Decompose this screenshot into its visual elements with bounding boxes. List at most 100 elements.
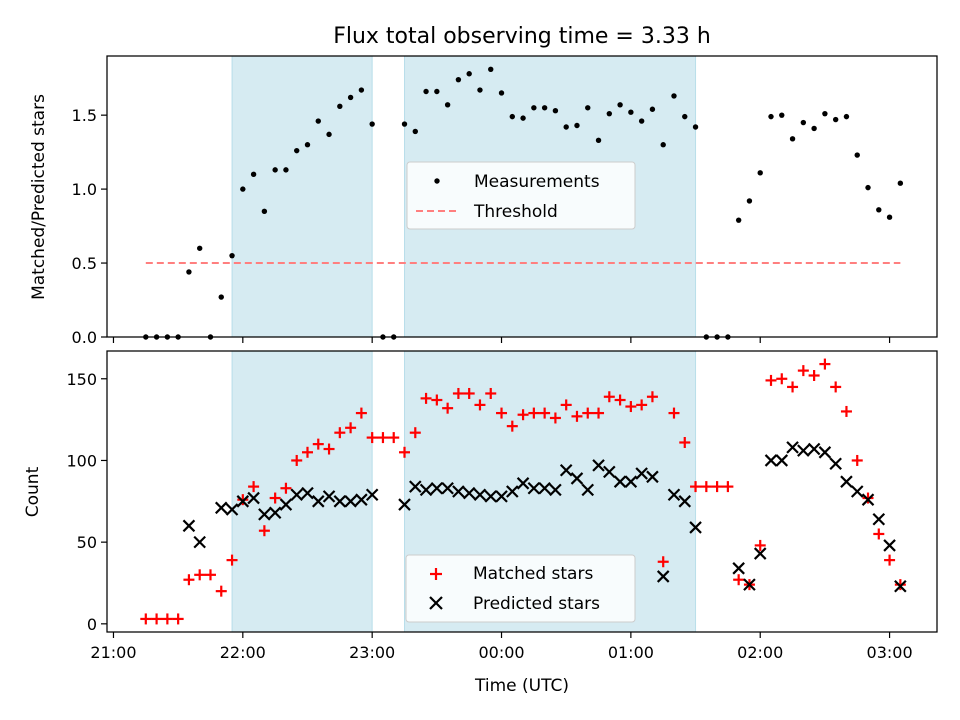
data-point: [563, 124, 569, 130]
data-point: [268, 506, 282, 520]
data-point: [337, 103, 343, 109]
data-point: [624, 475, 638, 488]
data-point: [431, 394, 443, 406]
data-point: [452, 485, 465, 498]
data-point: [279, 498, 293, 511]
data-point: [757, 170, 763, 176]
data-point: [786, 441, 799, 454]
data-point: [613, 475, 627, 488]
data-point: [237, 494, 249, 506]
data-point: [434, 88, 440, 95]
data-point: [194, 569, 206, 581]
shaded-interval-1: [231, 350, 373, 633]
y-tick-label: 150: [66, 370, 97, 389]
data-point: [226, 554, 238, 566]
y-tick-label: 100: [66, 451, 97, 470]
data-point: [326, 131, 332, 138]
legend-measurements-marker: [434, 178, 440, 184]
data-point: [250, 171, 257, 178]
data-point: [743, 578, 756, 591]
data-point: [689, 521, 702, 534]
data-point: [290, 488, 303, 502]
bottom-panel-data-points: [140, 358, 907, 625]
data-point: [667, 488, 681, 502]
data-point: [419, 483, 433, 497]
data-point: [538, 481, 551, 495]
data-point: [722, 481, 734, 493]
data-point: [355, 407, 367, 419]
data-point: [595, 137, 602, 143]
data-point: [862, 492, 874, 504]
data-point: [894, 579, 907, 593]
data-point: [304, 142, 311, 148]
data-point: [412, 128, 418, 135]
data-point: [516, 477, 530, 490]
data-point: [872, 512, 886, 526]
data-point: [861, 493, 875, 506]
data-point: [466, 71, 472, 77]
bottom-panel-ylabel: Count: [23, 466, 43, 517]
data-point: [628, 109, 634, 115]
data-point: [334, 427, 346, 439]
y-tick-label: 0: [87, 615, 97, 634]
data-point: [897, 180, 904, 186]
data-point: [570, 472, 584, 485]
bottom-panel-x-axis: 21:00 22:00 23:00 00:00 01:00 02:00 03:00: [90, 632, 913, 662]
data-point: [776, 373, 788, 385]
chart-title: Flux total observing time = 3.33 h: [333, 24, 711, 49]
data-point: [315, 118, 321, 124]
data-point: [474, 399, 486, 411]
data-point: [850, 485, 864, 498]
data-point: [865, 184, 871, 191]
data-point: [635, 467, 648, 480]
data-point: [347, 94, 354, 101]
data-point: [344, 495, 357, 508]
x-tick-label: 02:00: [737, 643, 783, 662]
data-point: [531, 105, 537, 111]
data-point: [678, 495, 692, 508]
data-point: [692, 124, 699, 130]
data-point: [495, 490, 508, 503]
data-point: [789, 136, 796, 142]
data-point: [409, 480, 422, 493]
data-point: [197, 245, 203, 251]
data-point: [807, 442, 821, 456]
data-point: [854, 152, 860, 158]
data-point: [528, 407, 540, 419]
data-point: [886, 214, 893, 220]
data-point: [409, 427, 421, 439]
data-point: [172, 613, 184, 625]
data-point: [549, 412, 561, 424]
data-point: [581, 483, 595, 497]
shaded-interval-1: [231, 55, 373, 338]
top-legend-box: [406, 161, 636, 230]
data-point: [399, 446, 411, 458]
data-point: [369, 121, 375, 127]
data-point: [851, 454, 863, 466]
data-point: [711, 481, 723, 493]
data-point: [236, 495, 250, 508]
data-point: [477, 87, 483, 93]
data-point: [690, 481, 702, 493]
data-point: [625, 401, 637, 413]
data-point: [520, 115, 526, 121]
bottom-legend: Matched stars Predicted stars: [405, 554, 636, 623]
x-tick-label: 01:00: [608, 643, 654, 662]
data-point: [768, 113, 774, 120]
data-point: [473, 488, 487, 502]
data-point: [617, 102, 623, 108]
data-point: [829, 457, 842, 471]
legend-threshold-label: Threshold: [473, 202, 558, 222]
data-point: [646, 391, 658, 403]
data-point: [682, 113, 688, 120]
data-point: [248, 481, 260, 493]
data-point: [420, 392, 432, 404]
data-point: [183, 574, 195, 586]
data-point: [496, 407, 508, 419]
data-point: [873, 528, 885, 540]
data-point: [787, 381, 799, 393]
data-point: [811, 125, 817, 132]
data-point: [430, 481, 444, 495]
data-point: [585, 105, 591, 111]
data-point: [732, 562, 745, 575]
